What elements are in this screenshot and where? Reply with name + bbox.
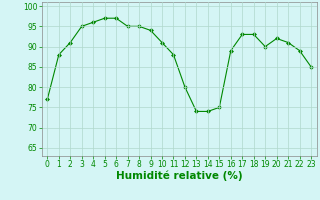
X-axis label: Humidité relative (%): Humidité relative (%) [116, 171, 243, 181]
